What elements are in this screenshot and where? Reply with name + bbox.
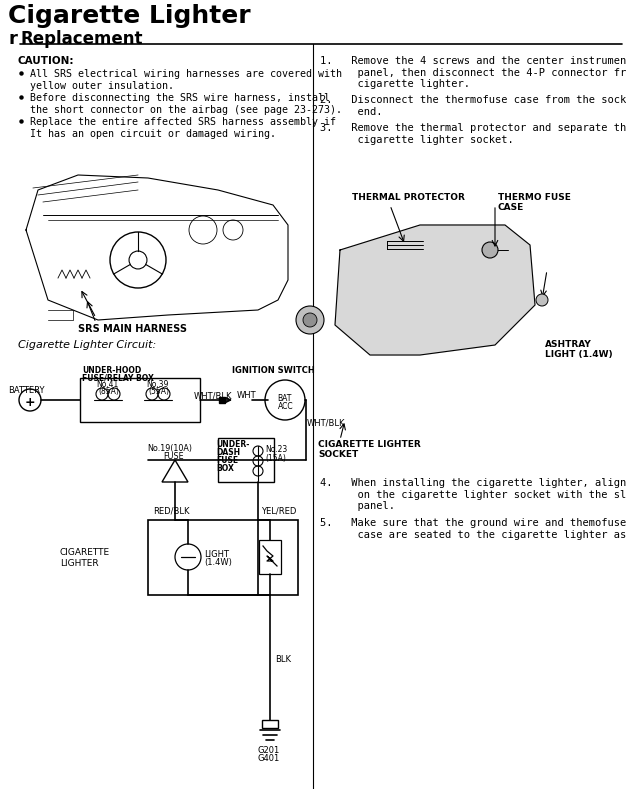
Text: ACC: ACC xyxy=(278,402,294,411)
Text: THERMAL PROTECTOR: THERMAL PROTECTOR xyxy=(352,193,465,202)
Text: G401: G401 xyxy=(258,754,280,763)
Text: (85A): (85A) xyxy=(98,387,119,396)
Circle shape xyxy=(303,313,317,327)
Circle shape xyxy=(536,294,548,306)
Text: BOX: BOX xyxy=(216,464,234,473)
Text: BAT: BAT xyxy=(277,394,291,403)
Text: FUSE: FUSE xyxy=(216,456,238,465)
Text: YEL/RED: YEL/RED xyxy=(261,507,296,516)
Text: CIGARETTE LIGHTER
SOCKET: CIGARETTE LIGHTER SOCKET xyxy=(318,440,421,459)
Text: (1.4W): (1.4W) xyxy=(204,558,232,567)
Text: Replacement: Replacement xyxy=(20,30,143,48)
Text: ASHTRAY
LIGHT (1.4W): ASHTRAY LIGHT (1.4W) xyxy=(545,340,613,360)
Text: THERMO FUSE
CASE: THERMO FUSE CASE xyxy=(498,193,571,212)
Text: DASH: DASH xyxy=(216,448,240,457)
Bar xyxy=(259,540,281,574)
Text: Before disconnecting the SRS wire harness, install
the short connector on the ai: Before disconnecting the SRS wire harnes… xyxy=(30,93,342,114)
Text: FUSE/RELAY BOX: FUSE/RELAY BOX xyxy=(82,373,154,382)
Text: 3.   Remove the thermal protector and separate the
      cigarette lighter socke: 3. Remove the thermal protector and sepa… xyxy=(320,123,626,144)
Text: WHT/BLK: WHT/BLK xyxy=(307,418,346,427)
Text: No.19(10A): No.19(10A) xyxy=(147,444,192,453)
Text: CAUTION:: CAUTION: xyxy=(18,56,74,66)
Text: All SRS electrical wiring harnesses are covered with
yellow outer insulation.: All SRS electrical wiring harnesses are … xyxy=(30,69,342,91)
Text: BLK: BLK xyxy=(275,655,291,664)
Text: 4.   When installing the cigarette lighter, align the lug
      on the cigarette: 4. When installing the cigarette lighter… xyxy=(320,478,626,511)
Text: LIGHTER: LIGHTER xyxy=(60,559,99,568)
Text: G201: G201 xyxy=(258,746,280,755)
Circle shape xyxy=(296,306,324,334)
Text: Cigarette Lighter: Cigarette Lighter xyxy=(8,4,250,28)
Bar xyxy=(218,438,274,482)
Text: 2.   Disconnect the thermofuse case from the socket
      end.: 2. Disconnect the thermofuse case from t… xyxy=(320,95,626,117)
Text: RED/BLK: RED/BLK xyxy=(153,507,190,516)
Text: (15A): (15A) xyxy=(265,454,286,463)
Circle shape xyxy=(482,242,498,258)
Text: No.39: No.39 xyxy=(146,380,168,389)
Text: SRS MAIN HARNESS: SRS MAIN HARNESS xyxy=(78,324,187,334)
Text: IGNITION SWITCH: IGNITION SWITCH xyxy=(232,366,315,375)
Text: WHT/BLK: WHT/BLK xyxy=(194,391,232,400)
Text: LIGHT: LIGHT xyxy=(204,550,229,559)
Text: BATTERY: BATTERY xyxy=(8,386,44,395)
Text: UNDER-: UNDER- xyxy=(216,440,249,449)
Text: WHT: WHT xyxy=(237,391,257,400)
Text: Cigarette Lighter Circuit:: Cigarette Lighter Circuit: xyxy=(18,340,156,350)
Bar xyxy=(262,720,278,728)
Text: Replace the entire affected SRS harness assembly if
It has an open circuit or da: Replace the entire affected SRS harness … xyxy=(30,117,336,139)
Text: UNDER-HOOD: UNDER-HOOD xyxy=(82,366,141,375)
Text: CIGARETTE: CIGARETTE xyxy=(60,548,110,557)
Text: No.41: No.41 xyxy=(96,380,118,389)
Text: FUSE: FUSE xyxy=(163,452,183,461)
Text: No.23: No.23 xyxy=(265,445,287,454)
Polygon shape xyxy=(335,225,535,355)
Text: r: r xyxy=(8,30,17,48)
Bar xyxy=(80,378,200,422)
Text: (55A): (55A) xyxy=(148,387,169,396)
Text: 1.   Remove the 4 screws and the center instrument
      panel, then disconnect : 1. Remove the 4 screws and the center in… xyxy=(320,56,626,89)
Text: +: + xyxy=(24,395,35,409)
Text: 5.   Make sure that the ground wire and themofuse
      case are seated to the c: 5. Make sure that the ground wire and th… xyxy=(320,518,626,540)
Bar xyxy=(148,520,298,595)
